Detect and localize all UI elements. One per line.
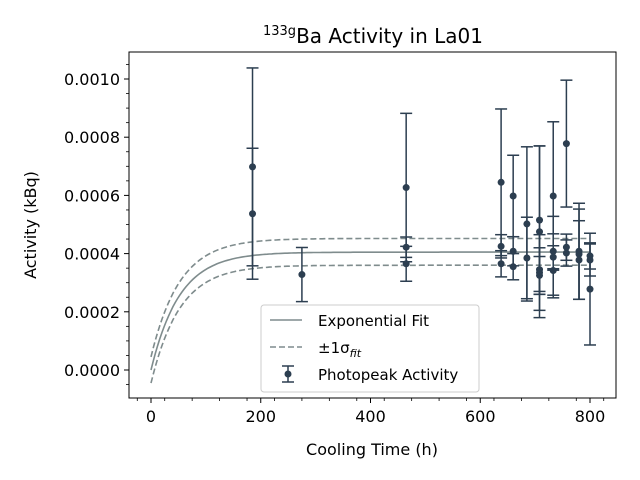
fit-curves [150, 237, 590, 384]
chart-title-main: Ba Activity in La01 [296, 24, 483, 48]
legend-band-label-sub: fit [350, 347, 362, 360]
legend: Exponential Fit ±1σfit Photopeak Activit… [260, 304, 480, 393]
data-point [402, 243, 410, 251]
y-tick-label: 0.0000 [64, 361, 120, 380]
data-point [509, 247, 517, 255]
data-point [549, 192, 557, 200]
data-point [549, 253, 557, 261]
fit-line [150, 251, 590, 371]
data-point [509, 192, 517, 200]
data-point [549, 247, 557, 255]
data-point [509, 263, 517, 271]
data-point [523, 220, 531, 228]
data-point [249, 163, 257, 171]
x-axis-label: Cooling Time (h) [306, 440, 438, 459]
y-tick-label: 0.0010 [64, 70, 120, 89]
y-tick-label: 0.0006 [64, 186, 120, 205]
data-point [562, 249, 570, 257]
x-tick-label: 600 [465, 407, 496, 426]
legend-box [260, 304, 480, 393]
data-point [497, 260, 505, 268]
data-point [586, 285, 594, 293]
x-tick-label: 800 [575, 407, 606, 426]
data-point [536, 216, 544, 224]
y-axis-ticks: 0.0000 0.0002 0.0004 0.0006 0.0008 0.0010 [64, 64, 129, 385]
legend-band-label: ±1σfit [318, 339, 362, 360]
fit-upper-bound [150, 237, 590, 358]
y-axis-label: Activity (kBq) [21, 171, 40, 279]
fit-lower-bound [150, 264, 590, 384]
data-point [497, 178, 505, 186]
data-point [562, 243, 570, 251]
data-point [497, 242, 505, 250]
data-point [575, 250, 583, 258]
x-tick-label: 400 [355, 407, 386, 426]
legend-point-marker [284, 370, 292, 378]
data-point [562, 140, 570, 148]
legend-band-label-main: ±1σ [318, 339, 350, 357]
data-point [402, 260, 410, 268]
data-point [249, 210, 257, 218]
legend-point-label: Photopeak Activity [318, 366, 458, 384]
data-point [549, 266, 557, 274]
data-point [536, 271, 544, 279]
x-tick-label: 200 [245, 407, 276, 426]
x-axis-ticks: 0 200 400 600 800 [136, 398, 606, 426]
x-tick-label: 0 [146, 407, 156, 426]
y-tick-label: 0.0004 [64, 245, 120, 264]
data-points [249, 140, 594, 293]
data-point [536, 228, 544, 236]
data-point [575, 256, 583, 264]
legend-fit-label: Exponential Fit [318, 312, 429, 330]
chart-title: 133gBa Activity in La01 [263, 24, 483, 48]
chart-title-superscript: 133g [263, 24, 296, 39]
data-point [586, 256, 594, 264]
data-point [298, 271, 306, 279]
y-tick-label: 0.0002 [64, 303, 120, 322]
data-point [402, 184, 410, 192]
data-point [523, 254, 531, 262]
y-tick-label: 0.0008 [64, 128, 120, 147]
plot-frame [128, 51, 617, 399]
